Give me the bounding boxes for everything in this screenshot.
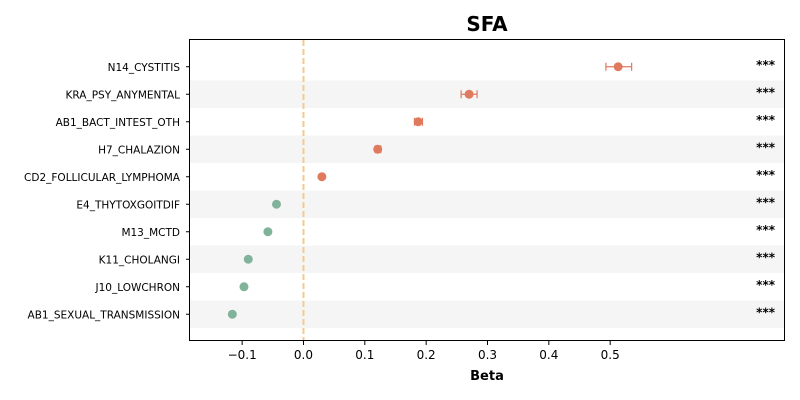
- x-tick-label: 0.3: [478, 348, 497, 362]
- significance-label: ***: [756, 278, 776, 292]
- data-point: [243, 254, 253, 264]
- significance-label: ***: [756, 58, 776, 72]
- row-band: [190, 245, 785, 273]
- significance-label: ***: [756, 85, 776, 99]
- data-point: [373, 144, 383, 154]
- significance-label: ***: [756, 195, 776, 209]
- significance-label: ***: [756, 113, 776, 127]
- y-tick-label: KRA_PSY_ANYMENTAL: [66, 89, 181, 101]
- significance-label: ***: [756, 140, 776, 154]
- row-band: [190, 80, 785, 108]
- row-bands: [190, 80, 785, 328]
- x-tick-label: 0.1: [355, 348, 374, 362]
- x-tick-label: −0.1: [228, 348, 257, 362]
- significance-label: ***: [756, 168, 776, 182]
- data-point: [613, 62, 623, 72]
- data-point: [227, 309, 237, 319]
- y-tick-label: M13_MCTD: [121, 227, 180, 239]
- x-tick-label: 0.2: [417, 348, 436, 362]
- row-band: [190, 300, 785, 328]
- y-tick-label: J10_LOWCHRON: [95, 282, 180, 294]
- significance-label: ***: [756, 223, 776, 237]
- x-tick-label: 0.0: [294, 348, 313, 362]
- y-tick-label: E4_THYTOXGOITDIF: [76, 199, 180, 211]
- plot-frame: [189, 39, 785, 341]
- y-tick-label: AB1_SEXUAL_TRANSMISSION: [28, 309, 180, 321]
- row-band: [190, 135, 785, 163]
- x-tick-label: 0.5: [601, 348, 620, 362]
- y-tick-label: K11_CHOLANGI: [99, 254, 180, 266]
- data-point: [271, 199, 281, 209]
- y-tick-label: CD2_FOLLICULAR_LYMPHOMA: [24, 172, 181, 184]
- significance-label: ***: [756, 305, 776, 319]
- significance-label: ***: [756, 250, 776, 264]
- data-point: [239, 282, 249, 292]
- x-axis: −0.1 0.0 0.1 0.2 0.3 0.4 0.5: [228, 341, 620, 362]
- x-tick-label: 0.4: [539, 348, 558, 362]
- y-axis: N14_CYSTITIS KRA_PSY_ANYMENTAL AB1_BACT_IN…: [24, 62, 190, 321]
- data-point: [464, 89, 474, 99]
- x-axis-label: Beta: [470, 369, 504, 384]
- data-point: [413, 117, 423, 127]
- data-point: [263, 227, 273, 237]
- y-tick-label: AB1_BACT_INTEST_OTH: [56, 117, 180, 129]
- chart-title: SFA: [466, 12, 508, 36]
- significance-labels: *** *** *** *** *** *** *** *** *** ***: [756, 58, 776, 320]
- data-marks: [227, 62, 633, 319]
- y-tick-label: N14_CYSTITIS: [108, 62, 181, 74]
- row-band: [190, 190, 785, 218]
- y-tick-label: H7_CHALAZION: [98, 144, 180, 156]
- data-point: [317, 172, 327, 182]
